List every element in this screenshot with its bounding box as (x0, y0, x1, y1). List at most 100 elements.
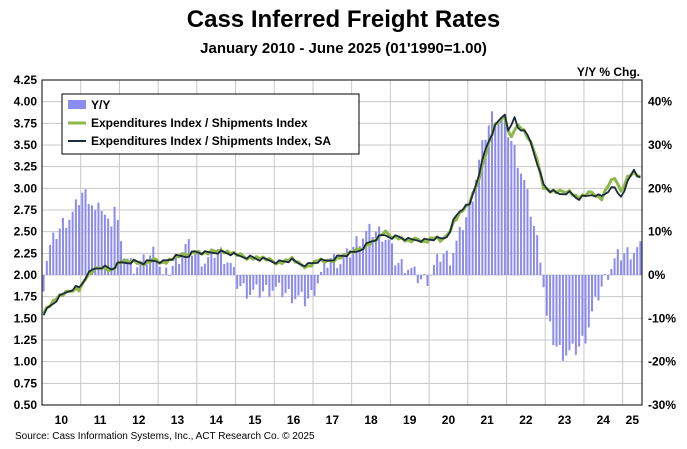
yoy-bar (497, 120, 500, 276)
yoy-bar (361, 238, 364, 275)
yoy-bar (368, 223, 371, 275)
yoy-bar (507, 137, 510, 275)
yoy-bar (561, 275, 564, 361)
yoy-bar (258, 275, 261, 298)
yoy-bar (510, 141, 513, 275)
yoy-bar (503, 118, 506, 276)
y-left-tick-label: 0.50 (14, 398, 38, 412)
yoy-bar (261, 275, 264, 292)
yoy-bar (529, 216, 532, 275)
yoy-bar (287, 275, 290, 290)
yoy-bar (352, 246, 355, 275)
yoy-bar (294, 275, 297, 300)
y-left-tick-label: 1.00 (14, 355, 38, 369)
yoy-bar (291, 275, 293, 304)
yoy-bar (620, 260, 623, 275)
x-tick-label: 25 (626, 413, 640, 427)
yoy-bar (91, 205, 93, 275)
yoy-bar (410, 268, 413, 275)
yoy-bar (87, 204, 90, 275)
yoy-bar (58, 228, 61, 275)
legend-box (61, 93, 360, 155)
yoy-bar (165, 267, 168, 275)
yoy-bar (94, 209, 97, 275)
yoy-bar (332, 253, 335, 275)
yoy-bar (394, 265, 397, 275)
yoy-bar (597, 275, 600, 301)
yoy-bar (358, 246, 361, 275)
yoy-bar (49, 244, 52, 275)
y-right-tick-label: 20% (648, 181, 672, 195)
yoy-bar (74, 199, 77, 275)
yoy-bar (68, 219, 71, 275)
yoy-bar (413, 266, 416, 275)
yoy-bar (245, 275, 248, 299)
yoy-bar (61, 217, 64, 275)
yoy-bar (284, 275, 287, 294)
yoy-bar (397, 262, 400, 275)
yoy-bar (120, 241, 123, 275)
yoy-bar (574, 275, 577, 355)
yoy-bar (542, 275, 545, 288)
yoy-bar (145, 264, 148, 275)
yoy-bar (584, 275, 587, 344)
yoy-bar (194, 253, 197, 275)
yoy-bar (178, 264, 181, 275)
x-tick-label: 19 (403, 413, 417, 427)
yoy-bar (384, 240, 387, 275)
yoy-bar (623, 253, 626, 275)
yoy-bar (226, 262, 229, 275)
yoy-bar (445, 250, 448, 275)
yoy-bar (636, 247, 639, 275)
y-left-tick-label: 1.25 (14, 333, 38, 347)
yoy-bar (487, 125, 490, 275)
yoy-bar (549, 275, 552, 322)
yoy-bar (403, 273, 406, 275)
x-tick-label: 18 (364, 413, 378, 427)
yoy-bar (374, 231, 377, 275)
yoy-bar (45, 260, 48, 275)
yoy-bar (558, 275, 561, 345)
x-tick-label: 21 (480, 413, 494, 427)
yoy-bar (378, 226, 381, 275)
legend-label-yoy: Y/Y (91, 98, 110, 112)
yoy-bar (339, 264, 342, 275)
yoy-bar (255, 275, 258, 285)
yoy-bar (268, 275, 271, 297)
yoy-bar (81, 192, 84, 275)
series-line (42, 113, 641, 316)
yoy-bar (355, 236, 358, 275)
yoy-bar (365, 230, 368, 275)
yoy-bar (423, 274, 426, 275)
yoy-bar (129, 258, 132, 275)
yoy-bar (610, 268, 613, 275)
y-right-tick-label: -30% (648, 398, 676, 412)
yoy-bar (494, 123, 497, 276)
yoy-bar (532, 225, 535, 275)
x-tick-label: 14 (210, 413, 224, 427)
y-left-tick-label: 2.00 (14, 268, 38, 282)
yoy-bar (326, 267, 329, 275)
yoy-bar (526, 189, 529, 275)
yoy-bar (155, 259, 158, 275)
source-note: Source: Cass Information Systems, Inc., … (15, 431, 315, 442)
yoy-bar (239, 275, 242, 287)
yoy-bar (452, 253, 455, 275)
yoy-bar (252, 275, 255, 290)
yoy-bar (349, 257, 352, 275)
right-axis-label: Y/Y % Chg. (577, 65, 640, 79)
y-left-tick-label: 3.00 (14, 181, 38, 195)
x-tick-label: 16 (287, 413, 301, 427)
yoy-bar (545, 275, 548, 316)
yoy-bar (113, 206, 116, 275)
yoy-bar (329, 257, 332, 275)
yoy-bar (439, 261, 442, 275)
legend-label-nsa: Expenditures Index / Shipments Index (91, 116, 308, 130)
yoy-bar (342, 257, 345, 275)
x-tick-label: 10 (55, 413, 69, 427)
yoy-bar (613, 258, 616, 275)
yoy-bar (123, 259, 126, 275)
y-left-tick-label: 3.75 (14, 116, 38, 130)
y-left-tick-label: 1.50 (14, 311, 38, 325)
